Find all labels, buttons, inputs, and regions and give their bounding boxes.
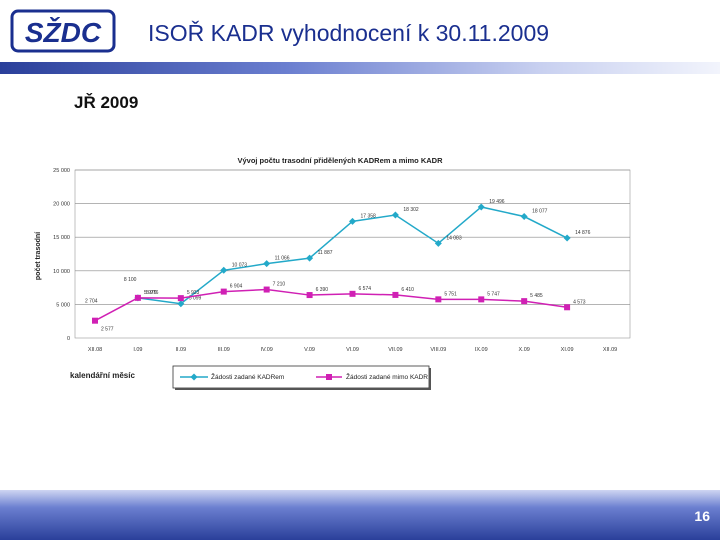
data-label: 6 904 [230,284,243,290]
data-point [435,296,442,303]
x-tick-label: IV.09 [260,347,272,353]
data-point [92,317,98,324]
y-tick-label: 10 000 [53,269,70,275]
data-label: 7 210 [273,282,286,288]
x-tick-label: V.09 [304,347,315,353]
data-label: 5 976 [146,290,159,296]
data-label: 5 933 [187,290,200,296]
data-point [220,266,228,274]
legend-marker-mimo [326,374,332,380]
series-line [94,288,568,322]
data-point [392,291,399,298]
data-label: 4 573 [573,299,586,305]
data-label: 5 751 [444,291,457,297]
data-point [434,239,442,247]
data-point [349,290,356,297]
data-point [477,203,485,211]
line-chart: Vývoj počtu trasodní přidělených KADRem … [35,156,631,390]
data-label: 10 073 [232,262,248,268]
data-point [220,288,227,295]
szdc-logo: SŽDC [10,9,116,53]
data-point [306,254,314,262]
data-point [349,217,356,225]
data-point [263,286,270,293]
data-point [177,295,184,302]
plot-area [74,169,631,339]
data-label: 11 066 [275,256,290,262]
y-tick-label: 20 000 [53,202,70,208]
data-label: 5 485 [530,293,543,299]
extra-data-label: 2 704 [85,298,98,304]
data-label: 2 577 [101,327,114,333]
legend-label-mimo: Žádosti zadané mimo KADR [346,372,428,381]
slide-title: ISOŘ KADR vyhodnocení k 30.11.2009 [148,20,550,46]
data-point [520,213,528,221]
series-kadr: 5 976 5 099 10 073 11 066 11 887 17 358 18 302… [134,199,591,308]
data-label: 6 410 [401,287,414,293]
x-tick-label: XII.09 [603,347,617,353]
x-axis-label: kalendářní měsíc [70,371,135,380]
data-point [134,294,141,301]
slide-subtitle: JŘ 2009 [74,93,139,112]
data-label: 14 876 [575,230,591,236]
y-axis-ticks: 0 5 000 10 000 15 000 20 000 25 000 [53,168,70,342]
data-label: 18 077 [532,209,548,215]
data-point [391,211,399,219]
x-tick-label: IX.09 [475,347,488,353]
y-tick-label: 5 000 [56,302,70,308]
data-point [306,292,313,299]
extra-data-labels: 2 704 8 100 [85,277,137,305]
header-band [0,62,720,74]
extra-data-label: 8 100 [124,277,137,283]
x-tick-label: II.09 [175,347,186,353]
data-label: 6 574 [359,286,372,292]
x-axis-ticks: XII.08 I.09 II.09 III.09 IV.09 V.09 VI.09 VII.0… [88,347,617,353]
y-tick-label: 15 000 [53,235,70,241]
svg-text:SŽDC: SŽDC [25,17,102,48]
series-mimo-kadr: 2 577 5 976 5 933 6 904 7 210 6 390 6 574 6 410… [92,282,586,333]
x-tick-label: VIII.09 [430,347,446,353]
data-point [564,304,571,311]
data-label: 6 390 [316,287,329,293]
data-point [478,296,485,303]
y-tick-label: 25 000 [53,168,70,174]
chart-grid [74,169,631,339]
legend: Žádosti zadané KADRem Žádosti zadané mim… [172,365,431,390]
data-point [177,300,185,308]
data-point [521,298,528,305]
x-tick-label: XI.09 [561,347,574,353]
slide-header: SŽDC ISOŘ KADR vyhodnocení k 30.11.2009 [0,0,720,68]
slide-footer [0,490,720,540]
data-point [263,260,271,268]
data-label: 5 747 [487,291,500,297]
x-tick-label: VI.09 [346,347,359,353]
data-label: 5 976 [144,290,157,296]
legend-label-kadr: Žádosti zadané KADRem [211,372,284,381]
y-axis-label: počet trasodní [35,231,42,280]
chart-title: Vývoj počtu trasodní přidělených KADRem … [237,156,443,165]
x-tick-label: XII.08 [88,347,102,353]
x-tick-label: VII.09 [388,347,402,353]
legend-marker-kadr [190,373,198,381]
x-tick-label: I.09 [133,347,142,353]
y-tick-label: 0 [67,336,70,342]
data-label: 14 083 [446,235,462,241]
data-label: 11 887 [318,250,333,256]
page-number: 16 [694,508,710,524]
data-label: 17 358 [361,213,377,219]
data-label: 18 302 [403,207,419,213]
data-label: 5 099 [189,296,202,302]
data-label: 19 496 [489,199,505,205]
x-tick-label: X.09 [519,347,530,353]
data-point [563,234,571,242]
x-tick-label: III.09 [218,347,230,353]
